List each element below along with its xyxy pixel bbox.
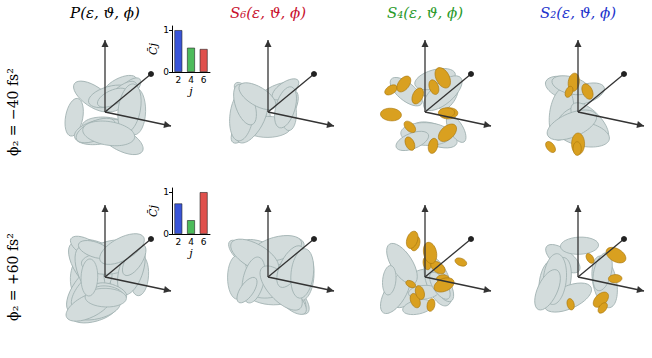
svg-text:j: j xyxy=(186,85,193,98)
svg-text:P(ε, ϑ, ϕ): P(ε, ϑ, ϕ) xyxy=(69,4,140,22)
svg-text:ϕ₂ = +60 fs²: ϕ₂ = +60 fs² xyxy=(5,233,21,321)
svg-text:S₄(ε, ϑ, ϕ): S₄(ε, ϑ, ϕ) xyxy=(387,4,463,22)
svg-text:0: 0 xyxy=(163,67,169,77)
svg-text:6: 6 xyxy=(201,75,207,85)
svg-text:2: 2 xyxy=(175,75,181,85)
svg-text:0: 0 xyxy=(163,229,169,239)
svg-text:ϕ₂ = −40 fs²: ϕ₂ = −40 fs² xyxy=(5,68,21,156)
svg-text:4: 4 xyxy=(188,75,194,85)
svg-text:C̄j: C̄j xyxy=(147,204,160,216)
svg-text:C̄j: C̄j xyxy=(147,42,160,54)
svg-text:S₆(ε, ϑ, ϕ): S₆(ε, ϑ, ϕ) xyxy=(230,4,306,22)
svg-text:4: 4 xyxy=(188,237,194,247)
svg-text:1: 1 xyxy=(163,25,169,35)
svg-text:j: j xyxy=(186,247,193,260)
svg-text:1: 1 xyxy=(163,187,169,197)
svg-text:6: 6 xyxy=(201,237,207,247)
svg-text:S₂(ε, ϑ, ϕ): S₂(ε, ϑ, ϕ) xyxy=(540,4,616,22)
svg-text:2: 2 xyxy=(175,237,181,247)
